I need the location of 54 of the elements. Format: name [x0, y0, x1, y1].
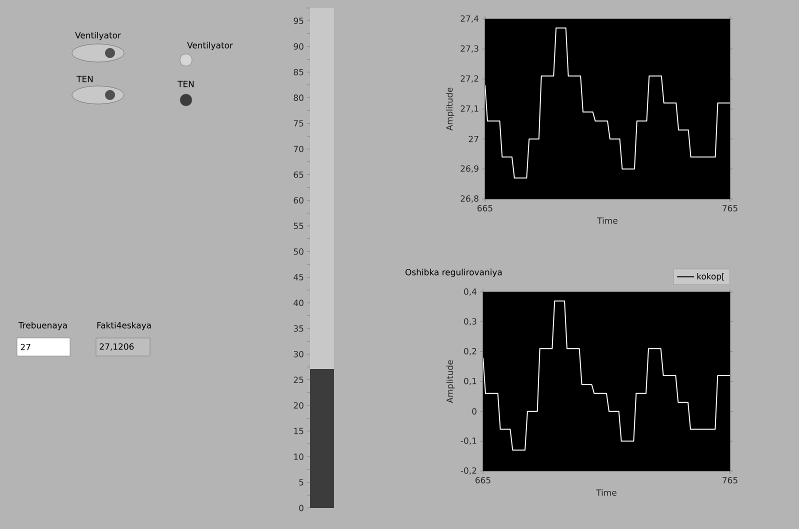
y-tick-label: 5	[299, 479, 304, 486]
text: 27	[20, 344, 30, 350]
text: TEN	[178, 80, 194, 88]
y-tick-label: 95	[294, 18, 304, 24]
y-tick-label: 55	[294, 222, 304, 230]
y-tick-label: 40	[294, 300, 304, 306]
y-tick-label: 50	[294, 248, 304, 255]
y-tick-label: 65	[294, 171, 304, 178]
x-tick-label: 765	[722, 477, 738, 484]
y-tick-label: 45	[294, 274, 304, 280]
y-tick-label: 70	[294, 146, 304, 152]
y-tick-label: 20	[294, 402, 304, 409]
text: Trebuenaya	[18, 322, 67, 330]
text: Ventilyator	[75, 32, 121, 40]
y-axis-title: Amplitude	[446, 88, 454, 131]
y-tick-label: 0,2	[464, 348, 476, 356]
y-tick-label: -0,2	[460, 467, 476, 475]
y-tick-label: 30	[294, 350, 304, 358]
y-tick-label: 27	[468, 136, 478, 142]
line-series	[485, 27, 730, 178]
y-tick-label: 60	[294, 197, 304, 204]
y-tick-label: 25	[294, 376, 304, 383]
y-tick-label: 0,1	[464, 378, 476, 386]
x-tick-label: 665	[478, 205, 492, 212]
y-tick-label: 0,4	[464, 288, 477, 296]
y-tick-label: 15	[294, 428, 304, 434]
y-tick-label: -0,1	[460, 438, 476, 445]
y-axis-title: Amplitude	[446, 360, 455, 404]
y-tick-label: 35	[294, 325, 304, 332]
y-tick-label: 27,1	[460, 105, 478, 113]
text: Ventilyator	[187, 42, 233, 50]
y-tick-label: 75	[294, 120, 304, 127]
x-axis-title: Time	[596, 489, 616, 496]
y-tick-label: 80	[294, 94, 304, 101]
y-tick-label: 26,9	[460, 165, 478, 173]
y-tick-label: 27,3	[460, 45, 478, 53]
y-tick-label: 0	[472, 408, 476, 415]
y-tick-label: 85	[294, 68, 304, 76]
x-axis-title: Time	[597, 217, 618, 224]
text: Fakti4eskaya	[97, 322, 151, 330]
text: 27,1206	[100, 343, 134, 351]
y-tick-label: 26,8	[460, 195, 478, 203]
y-tick-label: 0,3	[464, 318, 476, 326]
text: TEN	[76, 76, 93, 82]
y-tick-label: 10	[294, 454, 304, 460]
line-series	[483, 300, 730, 451]
x-tick-label: 765	[722, 205, 738, 212]
y-tick-label: 0	[299, 504, 304, 512]
y-tick-label: 90	[294, 43, 304, 50]
text: kokop[	[697, 272, 724, 282]
y-tick-label: 27,2	[460, 75, 478, 83]
chart-title: Oshibka regulirovaniya	[406, 268, 502, 277]
y-tick-label: 27,4	[460, 15, 479, 23]
x-tick-label: 665	[476, 477, 490, 484]
